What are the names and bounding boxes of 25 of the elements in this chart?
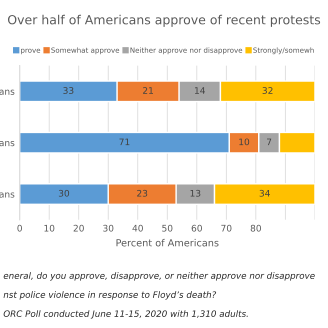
- data-label: 7: [266, 138, 272, 146]
- data-label: 71: [119, 138, 130, 146]
- x-tick-label: 60: [192, 224, 202, 232]
- text: eneral, do you approve, disapprove, or neither approve nor disapprove: [4, 272, 315, 281]
- data-label: 34: [260, 190, 270, 197]
- x-tick-label: 70: [221, 224, 232, 232]
- data-label: 32: [262, 87, 272, 94]
- data-label: 13: [190, 190, 200, 197]
- x-axis-title: Percent of Americans: [116, 238, 219, 246]
- data-label: 10: [239, 138, 250, 146]
- x-tick-label: 80: [250, 224, 261, 232]
- chart-title: Over half of Americans approve of recent protests: [8, 14, 320, 27]
- text: nst police violence in response to Floyd’s death?: [4, 291, 216, 300]
- x-tick-label: 40: [132, 224, 143, 232]
- data-label: 23: [137, 190, 148, 197]
- text: ORC Poll conducted June 11-15, 2020 with 1,310 adults.: [4, 310, 248, 319]
- x-tick-label: 50: [162, 224, 172, 232]
- data-label: 33: [63, 87, 74, 94]
- data-label: 30: [58, 190, 70, 197]
- data-label: 21: [143, 87, 153, 94]
- x-tick-label: 20: [74, 224, 84, 232]
- x-tick-label: 30: [103, 224, 114, 232]
- x-tick-label: 0: [17, 224, 22, 232]
- data-label: 14: [195, 87, 205, 94]
- x-tick-label: 10: [44, 224, 54, 232]
